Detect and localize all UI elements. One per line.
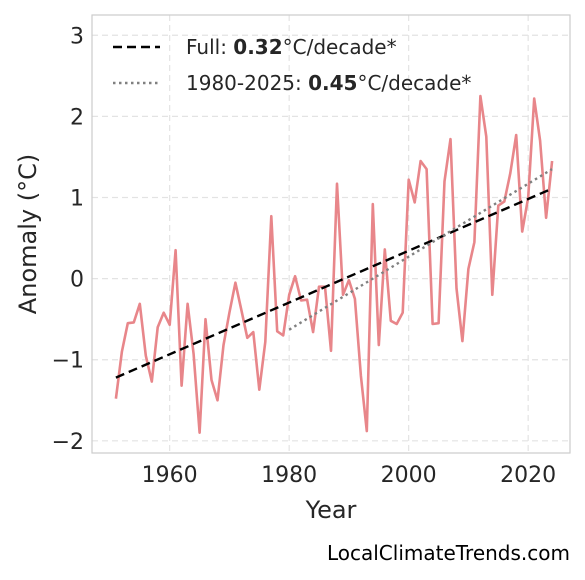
x-axis-title: Year <box>305 496 357 524</box>
x-tick-label: 2020 <box>500 463 556 488</box>
legend-full-label: Full: 0.32°C/decade* <box>186 35 397 59</box>
x-tick-label: 2000 <box>381 463 437 488</box>
tick-labels: 1960 1980 2000 2020 −2 −1 0 1 2 3 <box>52 24 557 488</box>
x-tick-label: 1980 <box>261 463 317 488</box>
series-layer <box>114 94 554 435</box>
legend-recent-label: 1980-2025: 0.45°C/decade* <box>186 71 471 95</box>
watermark-text: LocalClimateTrends.com <box>327 541 570 565</box>
y-tick-label: 3 <box>70 24 84 49</box>
legend: Full: 0.32°C/decade* 1980-2025: 0.45°C/de… <box>113 35 471 95</box>
y-tick-label: −2 <box>52 430 84 455</box>
anomaly-series-line <box>114 94 554 435</box>
y-axis-title: Anomaly (°C) <box>14 154 42 314</box>
plot-frame <box>91 14 571 454</box>
full-trend-line <box>115 187 553 379</box>
x-tick-label: 1960 <box>142 463 198 488</box>
y-tick-label: −1 <box>52 349 84 374</box>
grid-lines <box>92 15 570 453</box>
y-tick-label: 1 <box>70 187 84 212</box>
y-tick-label: 0 <box>70 268 84 293</box>
y-tick-label: 2 <box>70 105 84 130</box>
